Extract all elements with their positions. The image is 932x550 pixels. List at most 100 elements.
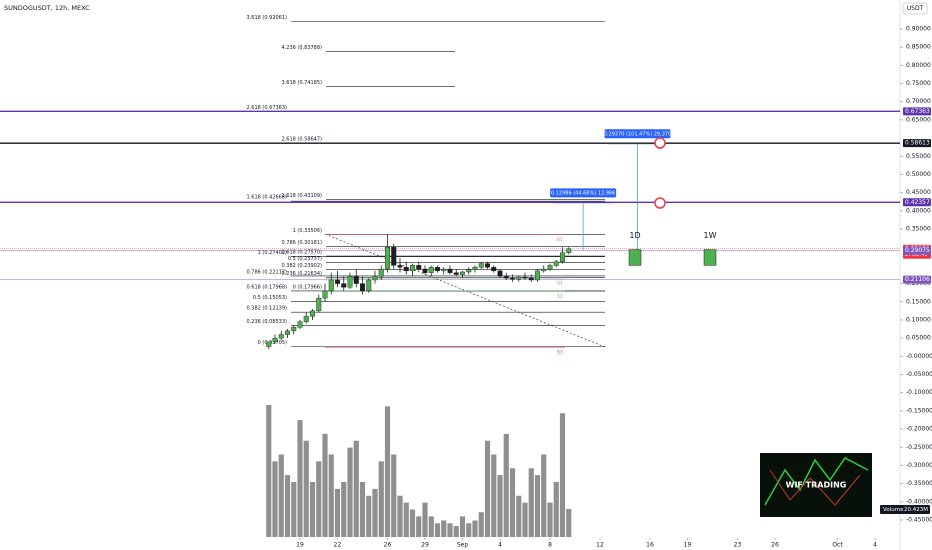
currency[interactable]: USDT — [907, 5, 924, 12]
price-label: 0.21106 — [905, 276, 930, 283]
volume-bar — [528, 468, 534, 537]
volume-bar — [447, 523, 453, 537]
alert-icon[interactable] — [654, 197, 666, 209]
volume-bar — [422, 502, 428, 537]
candle-body — [503, 276, 509, 279]
volume-bar — [484, 440, 491, 537]
candle-body — [297, 321, 303, 328]
volume-bar — [397, 495, 403, 537]
candle-body — [347, 276, 353, 288]
volume-bar — [478, 512, 484, 537]
x-tick-label: 26 — [771, 542, 779, 549]
y-tick-label: -0.30000 — [906, 462, 932, 469]
x-tick-label: 4 — [498, 542, 502, 549]
volume-bar — [334, 488, 341, 537]
volume-bar — [441, 520, 447, 537]
candle-body — [322, 290, 328, 299]
y-tick-label: -0.10000 — [906, 389, 932, 396]
fib-label: 0.236 (0.08533) — [247, 319, 288, 325]
candle-body — [316, 297, 322, 312]
y-tick-label: -0.40000 — [906, 498, 932, 505]
x-tick-label: 23 — [734, 542, 742, 549]
volume-bar — [541, 454, 547, 537]
alert-icon[interactable] — [654, 137, 666, 209]
fib-label: 0.786 (0.30181) — [282, 240, 323, 246]
candle-body — [441, 268, 447, 272]
price-label-box — [903, 139, 931, 148]
fib-label: 1.618 (0.42666) — [247, 195, 288, 201]
candle-body — [403, 267, 409, 272]
projection-label: 1W — [704, 231, 717, 240]
candle-body — [528, 277, 534, 281]
y-tick-label: 0.10000 — [906, 316, 931, 323]
volume-bar — [453, 526, 459, 537]
alert-icon[interactable] — [654, 137, 666, 149]
volume-bar — [534, 475, 541, 537]
y-tick-label: 0.35000 — [906, 226, 931, 233]
y-tick-label: 0.80000 — [906, 62, 931, 69]
thumbnail-art — [769, 469, 861, 506]
volume-bar — [266, 405, 272, 537]
volume-bar — [403, 502, 409, 537]
fib-label: 2.618 (0.58647) — [282, 137, 323, 143]
candle-body — [541, 268, 547, 272]
volume-bar — [559, 413, 566, 537]
candle-body — [516, 276, 522, 280]
volume-bar — [316, 461, 322, 537]
volume-bar — [547, 502, 553, 537]
volume-bar — [309, 482, 316, 537]
volume-bar — [459, 516, 466, 537]
candle-body — [353, 276, 359, 284]
measure-box — [604, 129, 671, 139]
projection-box — [703, 249, 717, 266]
price-label-box — [903, 198, 931, 207]
fib-label: 2.618 (0.67363) — [247, 105, 288, 111]
symbol-title: SUNDOGUSDT, 12h, MEXC — [4, 4, 90, 12]
y-tick-label: 0.85000 — [906, 44, 931, 51]
price-label: 0.67363 — [905, 108, 930, 115]
candle-body — [310, 310, 316, 317]
measure-label: 0.12986 (44.68%) 12,986 — [551, 190, 615, 196]
volume-bar — [291, 482, 297, 537]
volume-bar — [328, 454, 334, 537]
volume-bar — [472, 520, 478, 537]
volume-bar — [272, 461, 278, 537]
volume-bar — [516, 495, 522, 537]
volume-bar — [503, 433, 509, 537]
currency-box[interactable] — [902, 2, 928, 15]
candle-body — [478, 263, 484, 268]
volume-bar — [391, 454, 397, 537]
volume-bar — [341, 482, 347, 537]
volume-value: 20.423M — [904, 507, 928, 513]
candle-body — [497, 270, 503, 277]
x-tick-label: 26 — [384, 542, 392, 549]
candle-body — [510, 277, 516, 280]
price-label-box — [903, 275, 931, 284]
volume-bar — [303, 440, 309, 537]
y-tick-label: 0.15000 — [906, 298, 931, 305]
candle-body — [360, 283, 366, 292]
candle-body — [366, 279, 372, 292]
volume-bar — [434, 523, 441, 537]
volume-name: Volume — [883, 507, 904, 513]
volume-bar — [428, 516, 434, 537]
candle-body — [466, 269, 472, 273]
price-label-box — [903, 107, 931, 116]
pivot-label: S2 — [557, 293, 563, 299]
candle-body — [278, 334, 284, 339]
countdown: 27:02:49 — [905, 252, 927, 258]
y-tick-label: 0.70000 — [906, 98, 931, 105]
fib-label: 0.786 (0.22117) — [247, 269, 288, 275]
candle-body — [485, 263, 491, 268]
volume-bar — [491, 454, 497, 537]
y-tick-label: 0.05000 — [906, 335, 931, 342]
x-tick-label: 22 — [334, 542, 342, 549]
y-tick-label: -0.35000 — [906, 480, 932, 487]
fib-label: 0.236 (0.21634) — [282, 271, 323, 277]
x-tick-label: 4 — [873, 542, 877, 549]
projection-label: 1D — [629, 231, 640, 240]
candle-body — [378, 268, 384, 277]
y-tick-label: -0.15000 — [906, 407, 932, 414]
thumbnail-art — [764, 457, 869, 506]
